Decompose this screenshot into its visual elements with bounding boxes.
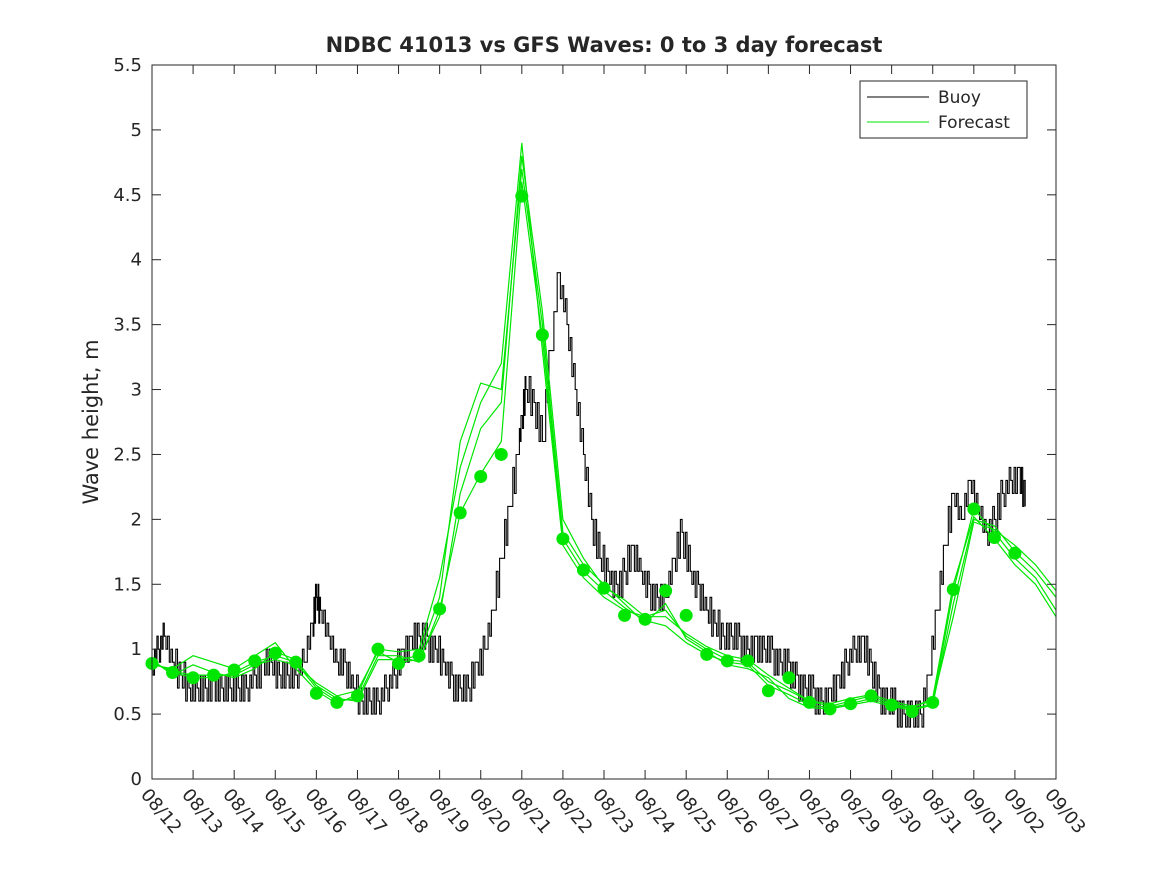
forecast-marker bbox=[618, 608, 632, 622]
y-tick-label: 2 bbox=[131, 509, 142, 530]
forecast-marker bbox=[453, 506, 467, 520]
forecast-marker bbox=[782, 671, 796, 685]
y-tick-label: 1.5 bbox=[113, 574, 142, 595]
legend-box bbox=[859, 80, 1028, 139]
forecast-marker bbox=[844, 697, 858, 711]
forecast-marker bbox=[309, 686, 323, 700]
forecast-marker bbox=[350, 689, 364, 703]
y-tick-label: 2.5 bbox=[113, 444, 142, 465]
forecast-marker bbox=[864, 689, 878, 703]
y-axis-label: Wave height, m bbox=[79, 339, 103, 504]
y-tick-label: 3 bbox=[131, 380, 142, 401]
forecast-marker bbox=[905, 704, 919, 718]
forecast-marker bbox=[494, 447, 508, 461]
y-tick-label: 4 bbox=[131, 250, 142, 271]
y-tick-label: 5 bbox=[131, 120, 142, 141]
buoy-series bbox=[152, 272, 1026, 728]
legend-label-forecast: Forecast bbox=[938, 113, 1010, 133]
legend: Buoy Forecast bbox=[859, 80, 1028, 139]
chart-title: NDBC 41013 vs GFS Waves: 0 to 3 day fore… bbox=[326, 33, 883, 57]
y-axis-ticks: 0 0.5 1 1.5 2 2.5 3 3.5 4 4.5 5 5.5 bbox=[113, 55, 1056, 790]
forecast-marker bbox=[474, 470, 488, 484]
forecast-marker bbox=[967, 502, 981, 516]
forecast-marker bbox=[166, 666, 180, 680]
forecast-marker bbox=[802, 695, 816, 709]
y-tick-label: 0 bbox=[131, 769, 142, 790]
forecast-marker bbox=[289, 655, 303, 669]
y-tick-label: 5.5 bbox=[113, 55, 142, 76]
forecast-marker bbox=[556, 532, 570, 546]
forecast-marker bbox=[248, 654, 262, 668]
forecast-marker bbox=[946, 582, 960, 596]
forecast-marker bbox=[576, 563, 590, 577]
forecast-marker bbox=[741, 654, 755, 668]
forecast-marker bbox=[535, 328, 549, 342]
forecast-marker bbox=[885, 698, 899, 712]
forecast-marker bbox=[227, 663, 241, 677]
buoy-line bbox=[152, 272, 1026, 728]
forecast-marker bbox=[515, 189, 529, 203]
y-tick-label: 1 bbox=[131, 639, 142, 660]
forecast-marker bbox=[679, 608, 693, 622]
forecast-marker bbox=[433, 602, 447, 616]
forecast-marker bbox=[987, 531, 1001, 545]
forecast-line bbox=[151, 142, 1057, 709]
forecast-marker bbox=[720, 654, 734, 668]
forecast-marker bbox=[268, 646, 282, 660]
forecast-marker bbox=[823, 702, 837, 716]
forecast-marker bbox=[412, 649, 426, 663]
y-tick-label: 3.5 bbox=[113, 315, 142, 336]
forecast-marker bbox=[207, 668, 221, 682]
forecast-marker bbox=[597, 581, 611, 595]
y-tick-label: 0.5 bbox=[113, 704, 142, 725]
forecast-marker bbox=[330, 695, 344, 709]
legend-label-buoy: Buoy bbox=[938, 88, 981, 108]
forecast-marker bbox=[700, 647, 714, 661]
forecast-marker bbox=[392, 656, 406, 670]
y-tick-label: 4.5 bbox=[113, 185, 142, 206]
forecast-marker bbox=[926, 695, 940, 709]
forecast-marker bbox=[371, 642, 385, 656]
forecast-marker bbox=[1008, 546, 1022, 560]
forecast-marker bbox=[761, 684, 775, 698]
forecast-marker bbox=[638, 612, 652, 626]
forecast-marker bbox=[659, 584, 673, 598]
forecast-marker bbox=[186, 671, 200, 685]
